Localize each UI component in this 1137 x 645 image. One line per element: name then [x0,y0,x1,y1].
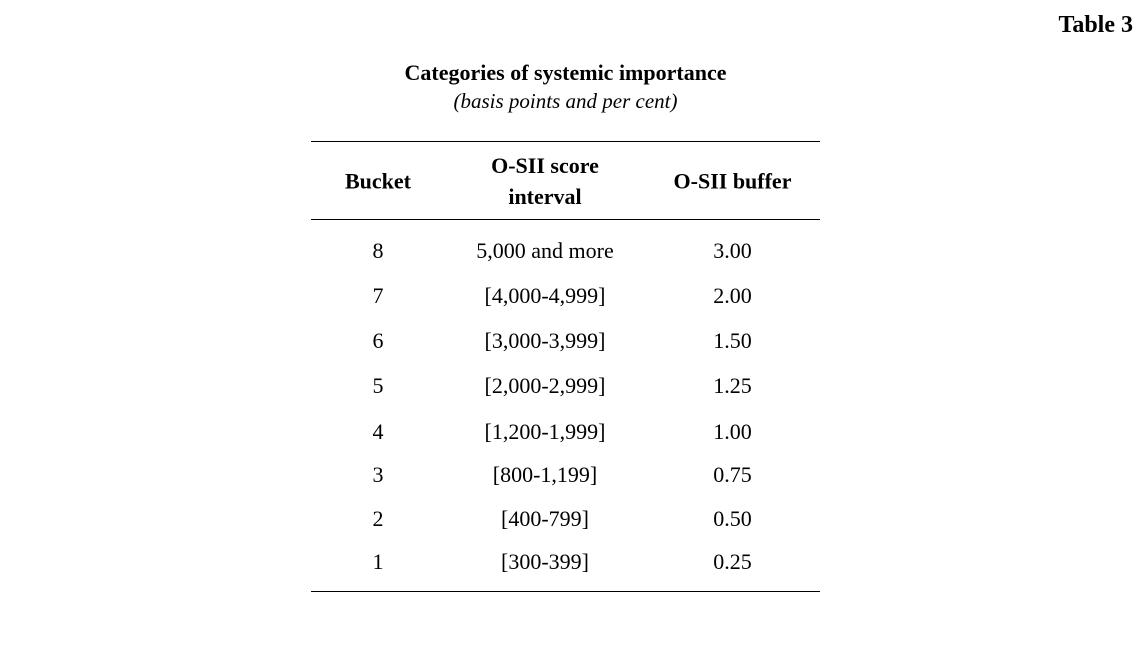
bucket-cell: 8 [372,238,384,263]
buffer-cell: 0.75 [713,462,752,487]
bucket-cell: 6 [372,328,384,353]
score-interval-cell: [4,000-4,999] [484,283,606,308]
score-interval-cell: [400-799] [501,506,589,531]
score-interval-cell: [800-1,199] [492,462,598,487]
bucket-cell: 2 [372,506,384,531]
buffer-cell: 1.00 [713,419,752,444]
buffer-cell: 0.25 [713,549,752,574]
buffer-cell: 1.50 [713,328,752,353]
bucket-cell: 5 [372,373,384,398]
table-number: Table 3 [1058,12,1133,38]
buffer-cell: 1.25 [713,373,752,398]
top-rule [311,141,820,142]
score-interval-cell: [300-399] [501,549,589,574]
header-score-line2: interval [508,184,582,209]
header-buffer: O-SII buffer [673,168,792,194]
buffer-cell: 2.00 [713,283,752,308]
score-interval-cell: 5,000 and more [476,238,614,263]
bucket-cell: 3 [372,462,384,487]
score-interval-cell: [3,000-3,999] [484,328,606,353]
bucket-cell: 1 [372,549,384,574]
header-score-interval: O-SII score interval [445,150,645,212]
score-interval-cell: [1,200-1,999] [484,419,606,444]
header-bucket: Bucket [345,168,411,194]
table-title: Categories of systemic importance [404,60,727,85]
bottom-rule [311,591,820,592]
buffer-cell: 0.50 [713,506,752,531]
header-rule [311,219,820,220]
score-interval-cell: [2,000-2,999] [484,373,606,398]
table-subtitle: (basis points and per cent) [453,89,678,113]
bucket-cell: 7 [372,283,384,308]
bucket-cell: 4 [372,419,384,444]
header-score-line1: O-SII score [491,153,599,178]
buffer-cell: 3.00 [713,238,752,263]
